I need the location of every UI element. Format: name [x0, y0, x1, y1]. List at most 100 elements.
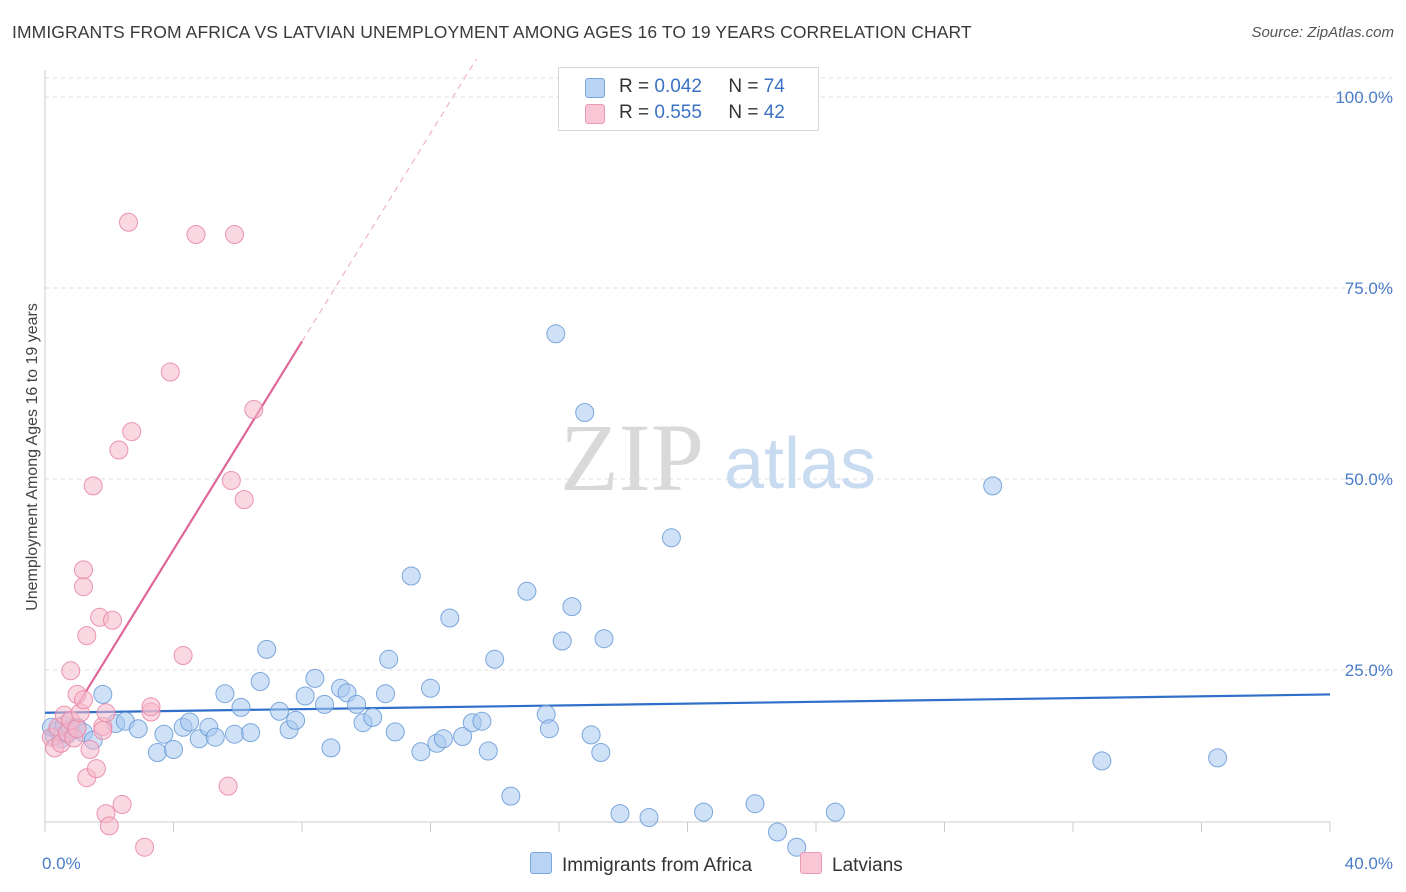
point-africa: [575, 403, 595, 422]
point-africa: [591, 743, 611, 762]
point-latvians: [74, 690, 93, 710]
point-africa: [825, 802, 845, 822]
point-africa: [385, 722, 405, 742]
point-africa: [128, 719, 148, 739]
point-latvians: [119, 212, 138, 232]
watermark-atlas: atlas: [724, 424, 876, 504]
point-africa: [215, 684, 235, 704]
point-africa: [295, 686, 315, 706]
source-label: Source: ZipAtlas.com: [1251, 24, 1394, 41]
point-africa: [164, 740, 183, 759]
point-africa: [205, 727, 225, 747]
point-africa: [546, 324, 566, 344]
point-africa: [286, 710, 306, 730]
correlation-legend: R = 0.042 N = 74 R = 0.555 N = 42: [558, 67, 819, 131]
bottom-legend-africa: Immigrants from Africa: [530, 852, 752, 877]
grid-lines: [45, 77, 1392, 671]
point-africa: [610, 804, 630, 824]
point-latvians: [244, 400, 264, 419]
y-tick-label: 50.0%: [1345, 470, 1393, 489]
legend-swatch-latvians: [585, 104, 605, 124]
point-africa: [440, 608, 460, 628]
point-latvians: [234, 490, 254, 510]
tick-labels: 25.0% 50.0% 75.0% 100.0% 0.0% 40.0%: [42, 88, 1393, 873]
point-latvians: [96, 703, 116, 723]
y-tick-label: 75.0%: [1345, 279, 1393, 298]
point-latvians: [122, 422, 142, 442]
point-africa: [581, 725, 601, 745]
y-tick-label: 25.0%: [1345, 661, 1393, 680]
point-latvians: [61, 661, 81, 681]
legend-r-value-latvians: 0.555: [654, 102, 702, 123]
point-africa: [433, 729, 453, 749]
point-africa: [401, 566, 421, 586]
point-latvians: [186, 225, 206, 244]
point-africa: [154, 724, 174, 744]
point-africa: [363, 707, 383, 727]
point-africa: [562, 597, 582, 617]
point-latvians: [218, 776, 238, 796]
bottom-legend-label-africa: Immigrants from Africa: [562, 855, 753, 876]
point-latvians: [225, 225, 244, 244]
point-africa: [983, 476, 1003, 496]
point-latvians: [112, 795, 132, 814]
axes: [44, 70, 1331, 832]
point-africa: [1208, 748, 1228, 768]
point-africa: [539, 719, 559, 739]
point-africa: [257, 639, 277, 659]
point-africa: [478, 741, 498, 761]
point-africa: [305, 668, 325, 688]
bottom-legend-label-latvians: Latvians: [832, 855, 903, 876]
legend-n-value-latvians: 42: [763, 102, 785, 123]
point-africa: [485, 649, 505, 669]
trend-line-africa: [44, 693, 1331, 714]
trend-lines: [44, 58, 1331, 714]
point-latvians: [99, 816, 119, 836]
point-latvians: [160, 362, 180, 382]
point-africa: [241, 723, 261, 743]
point-latvians: [74, 560, 93, 580]
point-africa: [379, 649, 399, 669]
point-africa: [225, 724, 244, 744]
point-latvians: [93, 720, 113, 740]
point-africa: [745, 794, 765, 814]
point-africa: [376, 684, 395, 704]
point-latvians: [83, 476, 103, 496]
point-africa: [1092, 751, 1112, 771]
legend-r-label: R =: [619, 76, 650, 97]
point-africa: [411, 742, 431, 762]
x-tick-label: 40.0%: [1345, 854, 1393, 873]
point-africa: [231, 697, 251, 717]
point-latvians: [135, 837, 155, 857]
y-tick-label: 100.0%: [1335, 88, 1393, 107]
point-africa: [315, 694, 334, 714]
point-africa: [147, 743, 167, 762]
point-africa: [180, 712, 200, 732]
bottom-legend-swatch-latvians: [800, 852, 822, 874]
point-africa: [768, 822, 787, 842]
point-latvians: [173, 646, 193, 665]
x-tick-label: 0.0%: [42, 854, 81, 873]
point-latvians: [221, 471, 241, 490]
point-africa: [421, 678, 440, 698]
legend-n-label: N =: [728, 76, 759, 97]
data-points: [41, 212, 1228, 857]
point-africa: [250, 672, 270, 691]
point-africa: [787, 837, 807, 857]
y-axis-label: Unemployment Among Ages 16 to 19 years: [24, 303, 41, 611]
point-africa: [347, 694, 367, 714]
legend-swatch-africa: [585, 78, 605, 98]
point-africa: [472, 711, 492, 731]
point-latvians: [141, 697, 161, 717]
legend-n-label: N =: [728, 102, 759, 123]
watermark: ZIP atlas: [560, 404, 876, 511]
trend-line-latvians-extension: [301, 58, 477, 342]
point-africa: [453, 727, 473, 746]
bottom-legend-latvians: Latvians: [800, 852, 903, 877]
point-latvians: [74, 577, 93, 597]
point-latvians: [86, 759, 106, 779]
legend-r-label: R =: [619, 102, 650, 123]
point-latvians: [77, 626, 97, 646]
point-africa: [321, 738, 341, 758]
